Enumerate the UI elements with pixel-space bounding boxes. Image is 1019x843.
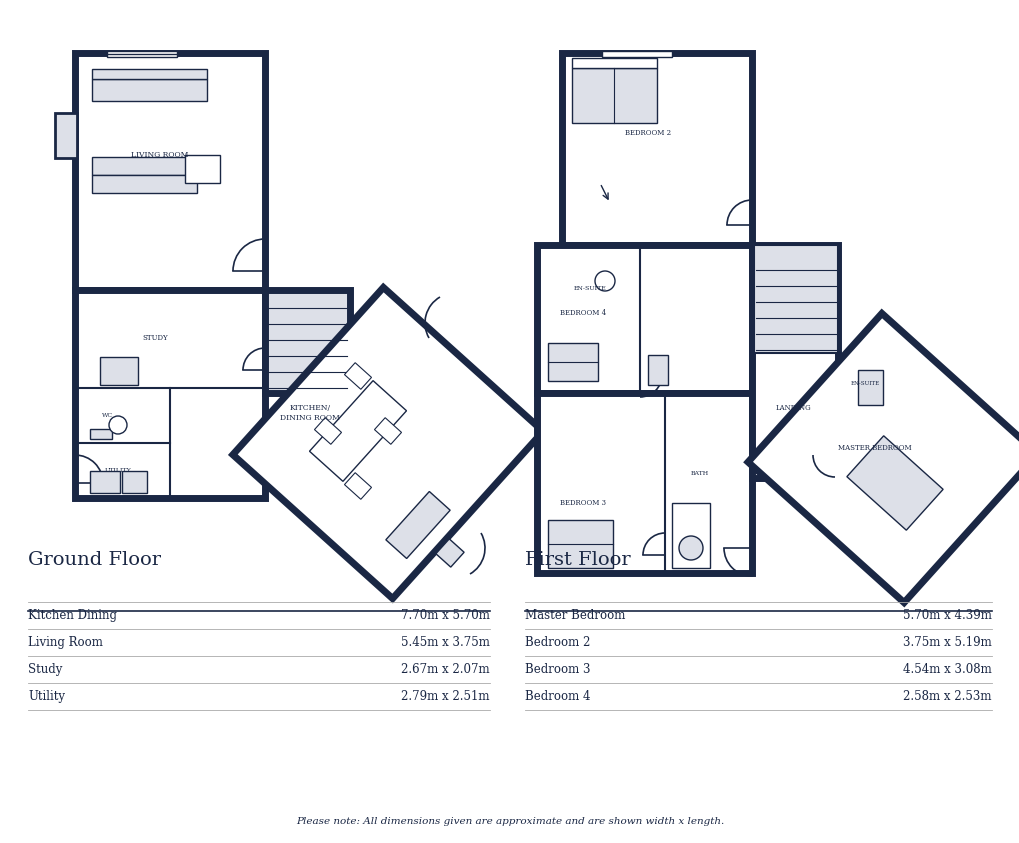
Polygon shape [601, 51, 672, 57]
Polygon shape [344, 362, 371, 389]
Text: STUDY: STUDY [142, 334, 168, 342]
Text: BEDROOM 2: BEDROOM 2 [625, 129, 671, 137]
Text: KITCHEN/
DINING ROOM: KITCHEN/ DINING ROOM [280, 405, 339, 422]
Text: Please note: All dimensions given are approximate and are shown width x length.: Please note: All dimensions given are ap… [296, 817, 723, 825]
Text: BEDROOM 3: BEDROOM 3 [559, 499, 605, 507]
Polygon shape [672, 503, 709, 568]
Text: BATH: BATH [690, 470, 708, 475]
Polygon shape [747, 314, 1019, 603]
Polygon shape [344, 473, 371, 499]
Polygon shape [547, 343, 597, 381]
Polygon shape [547, 520, 612, 568]
Polygon shape [561, 53, 751, 245]
Circle shape [109, 416, 127, 434]
Polygon shape [92, 175, 197, 193]
Polygon shape [107, 51, 177, 57]
Polygon shape [314, 417, 341, 444]
Polygon shape [122, 471, 147, 493]
Text: LANDING: LANDING [774, 404, 810, 412]
Text: First Floor: First Floor [525, 551, 630, 569]
Polygon shape [90, 471, 120, 493]
Polygon shape [92, 79, 207, 101]
Polygon shape [92, 69, 207, 79]
Polygon shape [374, 417, 401, 444]
Polygon shape [75, 53, 265, 290]
Text: WC: WC [102, 412, 113, 417]
Polygon shape [572, 58, 656, 68]
Text: Study: Study [28, 663, 62, 676]
Text: BEDROOM 4: BEDROOM 4 [559, 309, 605, 317]
Text: Bedroom 4: Bedroom 4 [525, 690, 590, 703]
Text: EN-SUITE: EN-SUITE [850, 380, 878, 385]
Polygon shape [753, 245, 838, 353]
Polygon shape [435, 539, 464, 567]
Text: LIVING ROOM: LIVING ROOM [131, 151, 189, 159]
Polygon shape [536, 393, 751, 573]
Polygon shape [92, 157, 197, 175]
Text: MASTER BEDROOM: MASTER BEDROOM [838, 444, 911, 452]
Polygon shape [572, 68, 656, 123]
Polygon shape [385, 491, 449, 559]
Polygon shape [751, 245, 838, 478]
Text: 5.45m x 3.75m: 5.45m x 3.75m [400, 636, 489, 649]
Text: 2.58m x 2.53m: 2.58m x 2.53m [903, 690, 991, 703]
Polygon shape [857, 370, 882, 405]
Polygon shape [100, 357, 138, 385]
Text: 2.79m x 2.51m: 2.79m x 2.51m [401, 690, 489, 703]
Circle shape [679, 536, 702, 560]
Polygon shape [75, 290, 265, 498]
Text: 7.70m x 5.70m: 7.70m x 5.70m [400, 609, 489, 622]
Polygon shape [90, 429, 112, 439]
Text: Kitchen Dining: Kitchen Dining [28, 609, 117, 622]
Text: 4.54m x 3.08m: 4.54m x 3.08m [903, 663, 991, 676]
Text: UTILITY: UTILITY [105, 468, 131, 472]
Text: EN-SUITE: EN-SUITE [573, 286, 605, 291]
Text: 5.70m x 4.39m: 5.70m x 4.39m [902, 609, 991, 622]
Text: Living Room: Living Room [28, 636, 103, 649]
Polygon shape [846, 436, 943, 530]
Text: 2.67m x 2.07m: 2.67m x 2.07m [401, 663, 489, 676]
Text: Bedroom 3: Bedroom 3 [525, 663, 590, 676]
Text: Bedroom 2: Bedroom 2 [525, 636, 590, 649]
Text: 3.75m x 5.19m: 3.75m x 5.19m [903, 636, 991, 649]
Polygon shape [647, 355, 667, 385]
Polygon shape [232, 287, 543, 599]
Text: Master Bedroom: Master Bedroom [525, 609, 625, 622]
Circle shape [594, 271, 614, 291]
Polygon shape [265, 290, 350, 393]
Polygon shape [536, 245, 751, 393]
Polygon shape [55, 113, 76, 158]
Text: Utility: Utility [28, 690, 65, 703]
Text: Ground Floor: Ground Floor [28, 551, 161, 569]
Polygon shape [309, 381, 407, 481]
Polygon shape [184, 155, 220, 183]
